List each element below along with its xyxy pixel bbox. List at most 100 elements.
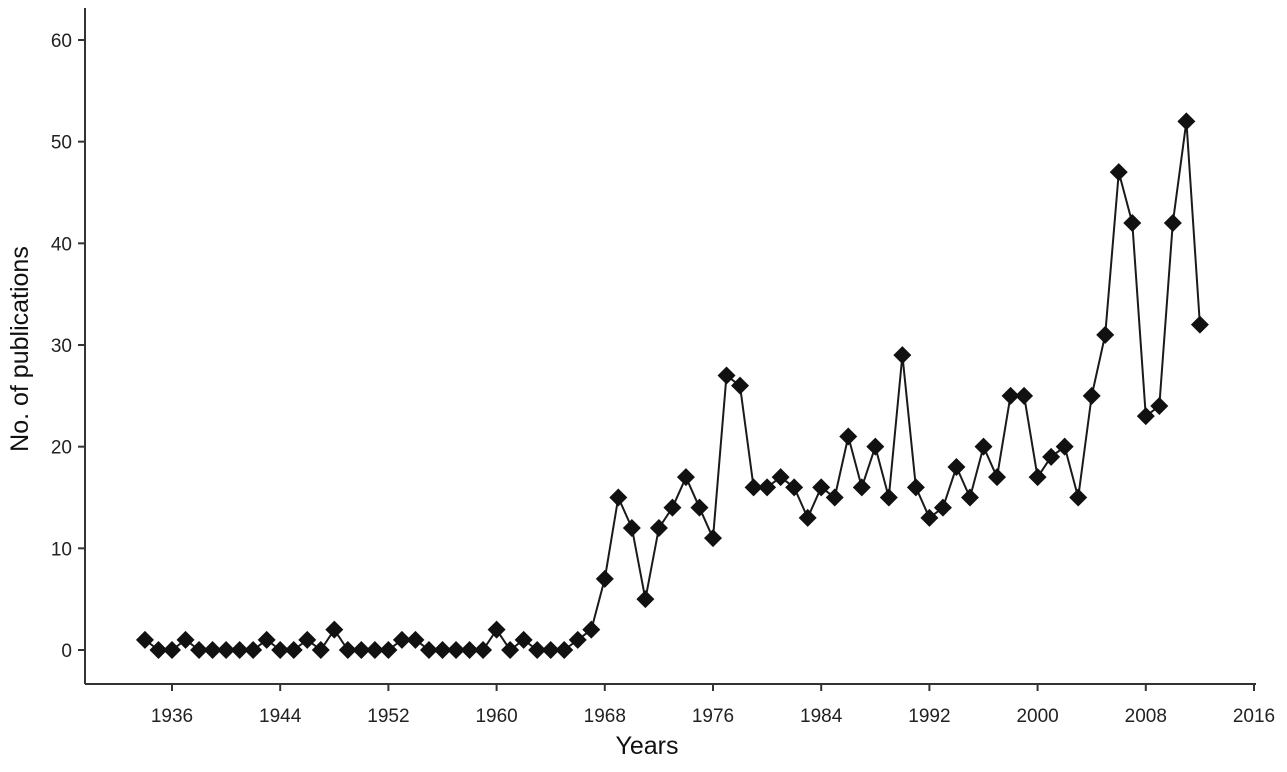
y-tick-label: 20 [51, 438, 72, 459]
x-tick-label: 1944 [259, 706, 302, 727]
data-point-2002 [1055, 437, 1074, 456]
x-tick-label: 1952 [367, 706, 409, 727]
data-point-1960 [487, 620, 506, 639]
data-point-1935 [149, 641, 168, 659]
x-axis-title: Years [615, 732, 678, 760]
data-point-1937 [176, 630, 195, 649]
data-point-1988 [866, 437, 885, 456]
data-point-1981 [771, 468, 790, 487]
data-point-1952 [379, 641, 398, 659]
data-point-1954 [406, 630, 425, 649]
data-point-1971 [636, 590, 655, 609]
data-point-1983 [798, 508, 817, 527]
data-point-1940 [217, 641, 236, 659]
data-point-1984 [812, 478, 831, 497]
x-tick-label: 1976 [692, 706, 734, 727]
data-point-2006 [1109, 163, 1128, 182]
x-tick-label: 2016 [1233, 706, 1275, 727]
data-point-1958 [460, 641, 479, 659]
data-point-2004 [1082, 386, 1101, 405]
data-point-1976 [704, 529, 722, 548]
x-tick-label: 2000 [1016, 706, 1058, 727]
data-point-1977 [717, 366, 736, 385]
data-point-1946 [298, 630, 317, 649]
data-point-1938 [190, 641, 209, 659]
data-point-1999 [1015, 386, 1034, 405]
data-point-1955 [419, 641, 438, 659]
data-point-1939 [203, 641, 222, 659]
data-point-2009 [1150, 397, 1169, 415]
data-point-1948 [325, 620, 344, 639]
data-point-1974 [676, 468, 695, 487]
y-ticks: 0 10 20 30 40 50 60 [51, 31, 85, 662]
data-point-1975 [690, 498, 709, 517]
y-tick-label: 0 [61, 641, 72, 662]
data-point-1973 [663, 498, 682, 517]
data-point-2012 [1190, 315, 1209, 334]
data-point-1995 [960, 488, 979, 507]
data-point-1936 [163, 641, 181, 659]
data-point-1934 [135, 630, 154, 649]
data-point-1956 [433, 641, 452, 659]
data-point-1944 [271, 641, 290, 659]
data-point-1963 [528, 641, 547, 659]
data-point-1994 [947, 458, 966, 476]
data-point-1962 [514, 630, 533, 649]
data-point-1941 [230, 641, 249, 659]
y-axis-title: No. of publications [6, 246, 34, 452]
data-point-1959 [474, 641, 493, 659]
data-point-1967 [582, 620, 601, 639]
x-tick-label: 1992 [908, 706, 950, 727]
data-point-1953 [392, 630, 411, 649]
data-point-1998 [1001, 386, 1020, 405]
data-point-1985 [825, 488, 844, 507]
x-tick-label: 1968 [584, 706, 626, 727]
y-tick-label: 40 [51, 234, 72, 255]
data-point-1950 [352, 641, 371, 659]
data-point-1968 [595, 569, 614, 588]
x-tick-label: 1936 [151, 706, 193, 727]
x-tick-label: 2008 [1125, 706, 1167, 727]
y-tick-label: 60 [51, 31, 72, 52]
data-point-1949 [338, 641, 357, 659]
data-point-2011 [1177, 112, 1196, 131]
data-point-1970 [622, 519, 641, 537]
data-point-1993 [933, 498, 952, 517]
x-tick-label: 1960 [475, 706, 517, 727]
data-point-1965 [555, 641, 574, 659]
data-point-2000 [1028, 468, 1047, 487]
data-markers [135, 112, 1209, 659]
data-point-1945 [284, 641, 303, 659]
data-point-2008 [1136, 407, 1155, 426]
data-point-2005 [1096, 325, 1115, 344]
data-point-1991 [906, 478, 925, 497]
data-point-1978 [731, 376, 750, 395]
data-point-1957 [447, 641, 466, 659]
data-point-2010 [1163, 214, 1182, 232]
data-point-1961 [501, 641, 520, 659]
data-point-2001 [1042, 447, 1061, 466]
x-tick-label: 1984 [800, 706, 843, 727]
data-point-1980 [758, 478, 777, 497]
data-point-1943 [257, 630, 276, 649]
data-point-1997 [988, 468, 1007, 487]
data-point-1987 [852, 478, 871, 497]
data-point-1989 [879, 488, 898, 507]
data-point-1990 [893, 346, 912, 365]
data-point-1992 [920, 508, 939, 527]
data-point-1947 [311, 641, 330, 659]
data-point-2007 [1123, 214, 1142, 232]
axes [84, 8, 1256, 685]
series-line [144, 120, 1201, 651]
data-point-1996 [974, 437, 993, 456]
data-point-1951 [365, 641, 384, 659]
data-point-2003 [1069, 488, 1088, 507]
y-tick-label: 10 [51, 539, 72, 560]
y-tick-label: 30 [51, 336, 72, 357]
data-point-1964 [541, 641, 560, 659]
data-point-1979 [744, 478, 763, 497]
data-point-1982 [785, 478, 804, 497]
x-ticks: 1936 1944 1952 1960 1968 1976 1984 1992 2000 2008… [151, 684, 1275, 727]
data-point-1969 [609, 488, 628, 507]
